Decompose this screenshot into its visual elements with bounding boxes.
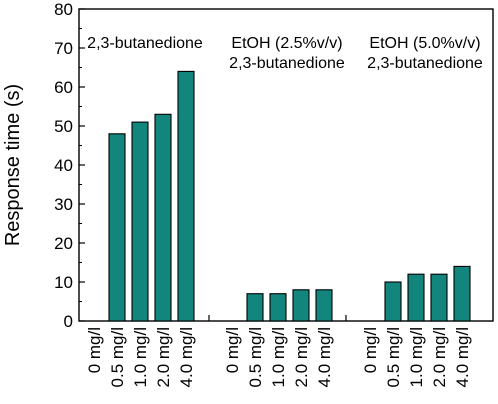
x-category-label: 0 mg/l	[85, 327, 104, 373]
x-category-label: 2.0 mg/l	[430, 327, 449, 387]
group-label: EtOH (5.0%v/v)	[369, 35, 480, 52]
x-category-label: 0 mg/l	[223, 327, 242, 373]
y-tick-label: 60	[54, 78, 73, 97]
group-label: 2,3-butanedione	[367, 55, 483, 72]
group-label: 2,3-butanedione	[87, 35, 203, 52]
x-category-label: 1.0 mg/l	[131, 327, 150, 387]
group-label: EtOH (2.5%v/v)	[231, 35, 342, 52]
x-category-label: 0.5 mg/l	[108, 327, 127, 387]
bar	[108, 133, 126, 322]
bar	[131, 121, 149, 322]
y-tick-label: 10	[54, 273, 73, 292]
bar	[154, 113, 172, 322]
bar	[407, 273, 425, 322]
group-label: 2,3-butanedione	[229, 55, 345, 72]
bar	[453, 265, 471, 322]
y-tick-label: 80	[54, 0, 73, 19]
bar	[246, 293, 264, 322]
x-category-label: 2.0 mg/l	[292, 327, 311, 387]
y-tick-label: 40	[54, 156, 73, 175]
y-tick-label: 30	[54, 195, 73, 214]
bar	[384, 281, 402, 322]
y-tick-label: 0	[64, 312, 73, 331]
bars-layer	[108, 70, 471, 322]
x-category-label: 1.0 mg/l	[269, 327, 288, 387]
y-tick-label: 50	[54, 117, 73, 136]
x-category-label: 2.0 mg/l	[154, 327, 173, 387]
y-tick-label: 20	[54, 234, 73, 253]
x-category-label: 0.5 mg/l	[384, 327, 403, 387]
x-category-label: 0 mg/l	[361, 327, 380, 373]
bar	[430, 273, 448, 322]
x-category-label: 1.0 mg/l	[407, 327, 426, 387]
y-tick-label: 70	[54, 39, 73, 58]
text-layer: 0 10 20 30 40 50 60 70 80 Response time (s) 0 mg/l…	[2, 0, 483, 387]
x-category-label: 4.0 mg/l	[453, 327, 472, 387]
bar	[315, 289, 333, 322]
x-category-label: 4.0 mg/l	[177, 327, 196, 387]
x-category-label: 0.5 mg/l	[246, 327, 265, 387]
bar	[177, 70, 195, 322]
bar	[269, 293, 287, 322]
y-axis-title: Response time (s)	[2, 84, 24, 246]
bar	[292, 289, 310, 322]
x-category-label: 4.0 mg/l	[315, 327, 334, 387]
